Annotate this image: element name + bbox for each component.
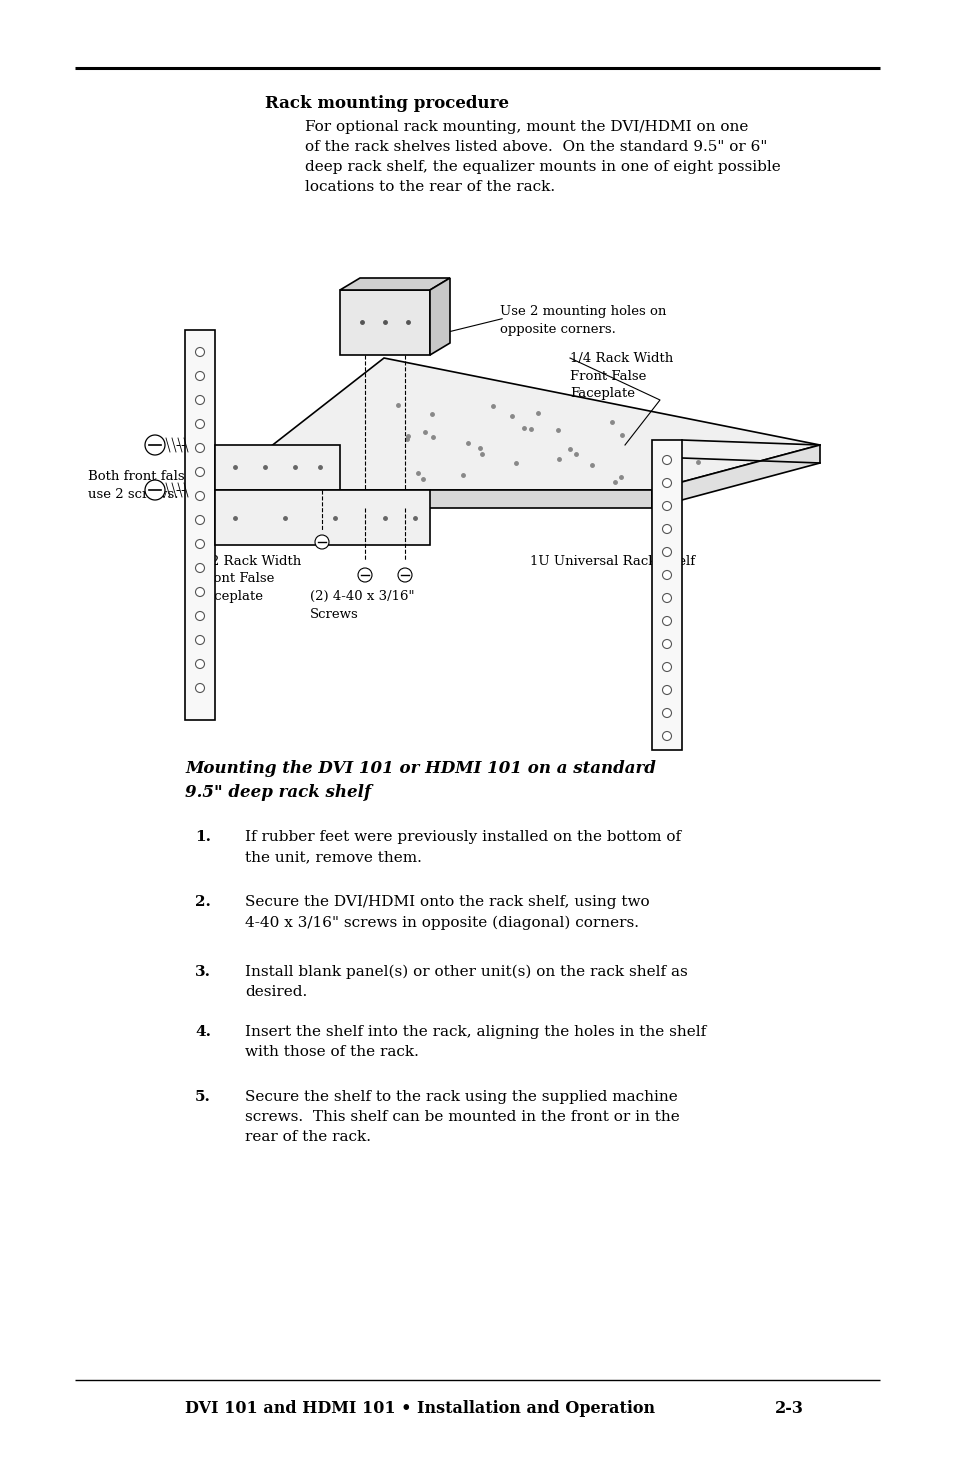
Circle shape [195,468,204,476]
Circle shape [195,563,204,572]
Circle shape [661,571,671,580]
Circle shape [195,444,204,453]
Text: Mounting the DVI 101 or HDMI 101 on a standard
9.5" deep rack shelf: Mounting the DVI 101 or HDMI 101 on a st… [185,760,656,801]
Text: If rubber feet were previously installed on the bottom of
the unit, remove them.: If rubber feet were previously installed… [245,830,680,864]
Polygon shape [214,358,820,490]
Circle shape [357,568,372,583]
Polygon shape [214,490,430,544]
Circle shape [661,478,671,488]
Text: Rack mounting procedure: Rack mounting procedure [265,94,509,112]
Polygon shape [214,490,651,507]
Circle shape [661,686,671,695]
Text: Insert the shelf into the rack, aligning the holes in the shelf
with those of th: Insert the shelf into the rack, aligning… [245,1025,705,1059]
Circle shape [661,502,671,510]
Text: 1U Universal Rack Shelf: 1U Universal Rack Shelf [530,555,695,568]
Circle shape [195,540,204,549]
Circle shape [195,491,204,500]
Text: Install blank panel(s) or other unit(s) on the rack shelf as
desired.: Install blank panel(s) or other unit(s) … [245,965,687,1000]
Polygon shape [185,330,214,720]
Circle shape [661,662,671,671]
Circle shape [195,612,204,621]
Circle shape [314,535,329,549]
Circle shape [195,372,204,381]
Text: 5.: 5. [194,1090,211,1103]
Polygon shape [339,277,450,291]
Circle shape [661,708,671,717]
Circle shape [195,683,204,692]
Polygon shape [651,445,820,507]
Circle shape [145,479,165,500]
Text: Both front false faceplates
use 2 screws.: Both front false faceplates use 2 screws… [88,471,265,500]
Text: (2) 4-40 x 3/16"
Screws: (2) 4-40 x 3/16" Screws [310,590,414,621]
Circle shape [661,525,671,534]
Text: 1/4 Rack Width
Front False
Faceplate: 1/4 Rack Width Front False Faceplate [569,353,673,400]
Circle shape [195,419,204,429]
Text: DVI 101 and HDMI 101 • Installation and Operation: DVI 101 and HDMI 101 • Installation and … [185,1400,655,1417]
Polygon shape [651,440,681,749]
Text: Secure the DVI/HDMI onto the rack shelf, using two
4-40 x 3/16" screws in opposi: Secure the DVI/HDMI onto the rack shelf,… [245,895,649,929]
Polygon shape [430,277,450,355]
Circle shape [661,547,671,556]
Circle shape [661,617,671,625]
Circle shape [195,587,204,596]
Circle shape [661,456,671,465]
Text: 4.: 4. [194,1025,211,1038]
Circle shape [397,568,412,583]
Text: 3.: 3. [194,965,211,979]
Text: Secure the shelf to the rack using the supplied machine
screws.  This shelf can : Secure the shelf to the rack using the s… [245,1090,679,1145]
Text: 1.: 1. [194,830,211,844]
Polygon shape [214,445,339,490]
Circle shape [661,593,671,602]
Text: 2.: 2. [194,895,211,909]
Circle shape [661,640,671,649]
Text: For optional rack mounting, mount the DVI/HDMI on one
of the rack shelves listed: For optional rack mounting, mount the DV… [305,119,780,195]
Text: 2-3: 2-3 [774,1400,803,1417]
Text: 1/2 Rack Width
Front False
Faceplate: 1/2 Rack Width Front False Faceplate [198,555,301,603]
Circle shape [195,348,204,357]
Text: Use 2 mounting holes on
opposite corners.: Use 2 mounting holes on opposite corners… [499,305,666,335]
Circle shape [145,435,165,454]
Circle shape [195,395,204,404]
Circle shape [195,636,204,645]
Circle shape [195,659,204,668]
Circle shape [195,515,204,525]
Circle shape [661,732,671,740]
Polygon shape [339,291,430,355]
